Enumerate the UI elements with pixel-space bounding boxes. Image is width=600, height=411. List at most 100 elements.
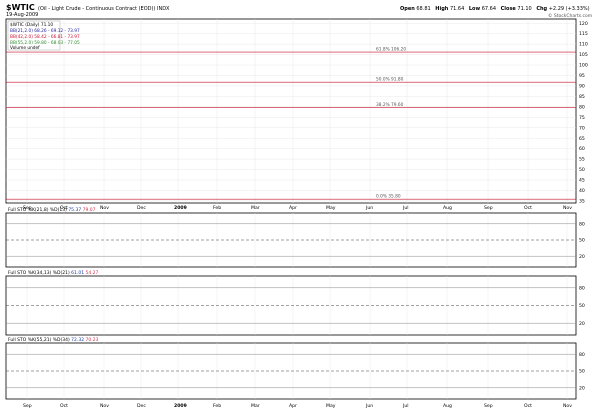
credit-label: © StockCharts.com [548, 12, 592, 19]
ohlc-readout: Open 68.81 High 71.64 Low 67.64 Close 71… [400, 6, 590, 12]
x-tick-label: Oct [60, 403, 68, 409]
x-tick-label: Oct [60, 205, 68, 211]
x-tick-label: 2009 [174, 205, 187, 211]
x-tick-label: Mar [251, 403, 260, 409]
y-tick-label: 20 [579, 385, 585, 391]
fib-label: 0.0% 35.80 [376, 194, 401, 200]
price-grid [6, 19, 576, 203]
bottom-x-ticks: Sep Oct Nov Dec 2009 Feb Mar Apr May Jun Jul Aug Sep… [23, 403, 572, 409]
x-tick-label: Sep [484, 403, 493, 409]
close-value: 71.10 [517, 6, 531, 12]
x-tick-label: Dec [137, 403, 146, 409]
y-tick-label: 20 [579, 254, 585, 260]
y-tick-label: 80 [579, 104, 585, 110]
open-label: Open [400, 6, 415, 12]
fib-levels: 61.8% 106.20 50.0% 91.80 38.2% 79.60 0.0% 3… [6, 47, 576, 200]
x-tick-label: Mar [251, 205, 260, 211]
sto1-d: 79.07 [83, 207, 96, 213]
price-panel [5, 18, 577, 204]
x-tick-label: Apr [289, 403, 297, 409]
x-tick-label: Jul [402, 403, 409, 409]
sto1-label: Full STO %K(21,8) %D(13) 75.37 79.07 [8, 207, 96, 213]
y-tick-label: 50 [579, 238, 585, 244]
y-tick-label: 100 [579, 63, 588, 69]
x-tick-label: Nov [100, 205, 109, 211]
y-tick-label: 60 [579, 146, 585, 152]
low-label: Low [469, 6, 481, 12]
y-tick-label: 95 [579, 73, 585, 79]
description-label: (Oil - Light Crude - Continuous Contract… [38, 6, 170, 12]
x-tick-label: Sep [484, 205, 493, 211]
legend-box [7, 20, 61, 51]
legend-bb55: BB(55,2.0) 59.80 - 68.03 - 77.05 [10, 40, 80, 46]
sto2-k: 61.01 [71, 270, 84, 276]
x-tick-label: Oct [524, 403, 532, 409]
close-label: Close [501, 6, 517, 12]
price-y-ticks: 35 40 45 50 55 60 65 70 75 80 85 90 95 100 105 110 115 12… [579, 21, 588, 205]
fib-label: 50.0% 91.80 [376, 77, 404, 83]
x-tick-label: Jun [365, 403, 373, 409]
sto3-k: 72.32 [71, 337, 84, 343]
sto2-d: 54.27 [86, 270, 99, 276]
y-tick-label: 120 [579, 21, 588, 27]
y-tick-label: 40 [579, 188, 585, 194]
y-tick-label: 50 [579, 303, 585, 309]
x-tick-label: Jun [365, 205, 373, 211]
legend-bb42: BB(42,2.0) 58.42 - 66.81 - 73.97 [10, 34, 80, 40]
x-tick-label: May [326, 403, 336, 409]
open-value: 68.81 [416, 6, 430, 12]
x-tick-label: Oct [524, 205, 532, 211]
sto3-plot: 20 50 80 [6, 343, 585, 399]
x-tick-label: Sep [23, 403, 32, 409]
high-value: 71.64 [450, 6, 464, 12]
x-tick-label: Dec [137, 205, 146, 211]
x-tick-label: Feb [213, 403, 221, 409]
y-tick-label: 50 [579, 369, 585, 375]
fib-label: 38.2% 79.60 [376, 102, 404, 108]
y-tick-label: 110 [579, 42, 588, 48]
x-tick-label: Nov [563, 403, 572, 409]
sto2-label: Full STO %K(34,13) %D(21) 61.01 54.27 [8, 270, 99, 276]
x-tick-label: May [326, 205, 336, 211]
chg-label: Chg [536, 6, 547, 12]
legend-price: $WTIC (Daily) 71.10 [10, 22, 53, 28]
y-tick-label: 70 [579, 125, 585, 131]
y-tick-label: 80 [579, 285, 585, 291]
x-tick-label: Aug [443, 205, 452, 211]
x-tick-label: Feb [213, 205, 221, 211]
sto2-plot: 20 50 80 [6, 276, 585, 335]
y-tick-label: 35 [579, 199, 585, 205]
chg-value: +2.29 (+3.33%) [549, 6, 590, 12]
y-tick-label: 80 [579, 221, 585, 227]
price-x-ticks: Sep Oct Nov Dec 2009 Feb Mar Apr May Jun Jul Aug Sep… [23, 205, 572, 211]
y-tick-label: 90 [579, 84, 585, 90]
sto3-d: 70.23 [86, 337, 99, 343]
x-tick-label: Nov [100, 403, 109, 409]
y-tick-label: 105 [579, 52, 588, 58]
x-tick-label: Nov [563, 205, 572, 211]
x-tick-label: Apr [289, 205, 297, 211]
y-tick-label: 50 [579, 167, 585, 173]
x-tick-label: 2009 [174, 403, 187, 409]
y-tick-label: 85 [579, 94, 585, 100]
high-label: High [435, 6, 448, 12]
y-tick-label: 80 [579, 352, 585, 358]
x-tick-label: Sep [23, 205, 32, 211]
sto1-k: 75.37 [68, 207, 81, 213]
x-tick-label: Aug [443, 403, 452, 409]
y-tick-label: 45 [579, 178, 585, 184]
date-label: 19-Aug-2009 [6, 12, 38, 18]
y-tick-label: 20 [579, 321, 585, 327]
sto3-prefix: Full STO %K(55,21) %D(34) [8, 337, 70, 343]
sto2-prefix: Full STO %K(34,13) %D(21) [8, 270, 70, 276]
sto3-label: Full STO %K(55,21) %D(34) 72.32 70.23 [8, 337, 99, 343]
legend-volume: Volume undef [10, 45, 40, 51]
sto1-plot: 20 50 80 [6, 213, 585, 267]
y-tick-label: 55 [579, 157, 585, 163]
x-tick-label: Jul [402, 205, 409, 211]
fib-label: 61.8% 106.20 [376, 47, 406, 53]
y-tick-label: 75 [579, 115, 585, 121]
symbol-label: $WTIC [6, 3, 35, 12]
